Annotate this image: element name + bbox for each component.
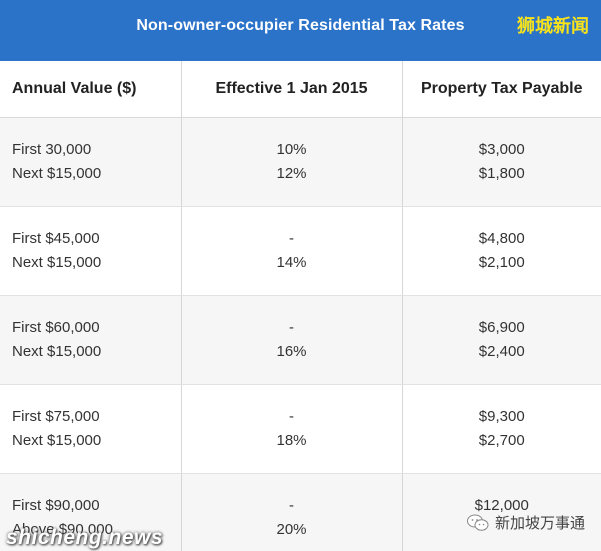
- rate-line: 10%: [276, 141, 307, 158]
- tax-payable-cell: $6,900 $2,400: [401, 295, 601, 385]
- page-title: Non-owner-occupier Residential Tax Rates: [136, 17, 465, 34]
- annual-value-cell: First $45,000 Next $15,000: [0, 206, 181, 296]
- annual-value-line: First $60,000: [12, 319, 100, 336]
- table-row: First $60,000 Next $15,000 - 16% $6,900 …: [0, 295, 601, 385]
- rate-cell: - 16%: [180, 295, 402, 385]
- annual-value-cell: First $90,000 Above $90,000: [0, 473, 181, 551]
- rate-line: -: [289, 497, 294, 514]
- watermark-site: shicheng.news: [6, 526, 164, 549]
- annual-value-line: Next $15,000: [12, 343, 102, 360]
- table-row: First $75,000 Next $15,000 - 18% $9,300 …: [0, 384, 601, 474]
- tax-payable-cell: $3,000 $1,800: [401, 117, 601, 207]
- rate-line: 16%: [276, 343, 307, 360]
- rate-line: 12%: [276, 165, 307, 182]
- tax-line: $2,700: [478, 432, 525, 449]
- watermark-top: 狮城新闻: [517, 16, 589, 37]
- header-tax-payable: Property Tax Payable: [401, 61, 601, 118]
- annual-value-line: First $90,000: [12, 497, 100, 514]
- annual-value-cell: First 30,000 Next $15,000: [0, 117, 181, 207]
- header-annual-value: Annual Value ($): [0, 61, 181, 118]
- tax-line: $2,100: [478, 254, 525, 271]
- annual-value-line: Next $15,000: [12, 432, 102, 449]
- rate-cell: - 20%: [180, 473, 402, 551]
- table-header-row: Annual Value ($) Effective 1 Jan 2015 Pr…: [0, 61, 601, 118]
- tax-line: $12,000: [474, 497, 529, 514]
- header-effective-date: Effective 1 Jan 2015: [180, 61, 402, 118]
- tax-line: $6,900: [478, 319, 525, 336]
- tax-line: $9,300: [478, 408, 525, 425]
- table-row: First 30,000 Next $15,000 10% 12% $3,000…: [0, 117, 601, 207]
- rate-line: -: [289, 408, 294, 425]
- tax-payable-cell: $4,800 $2,100: [401, 206, 601, 296]
- tax-line: $2,400: [478, 343, 525, 360]
- tax-line: $1,800: [478, 165, 525, 182]
- annual-value-cell: First $75,000 Next $15,000: [0, 384, 181, 474]
- table-row: First $45,000 Next $15,000 - 14% $4,800 …: [0, 206, 601, 296]
- rate-cell: 10% 12%: [180, 117, 402, 207]
- annual-value-line: Next $15,000: [12, 254, 102, 271]
- rate-line: -: [289, 319, 294, 336]
- rate-cell: - 18%: [180, 384, 402, 474]
- tax-payable-cell: $12,000: [401, 473, 601, 551]
- wechat-icon: [466, 514, 489, 532]
- rate-line: 18%: [276, 432, 307, 449]
- watermark-account-name: 新加坡万事通: [494, 514, 585, 532]
- annual-value-line: First $45,000: [12, 230, 100, 247]
- rate-cell: - 14%: [180, 206, 402, 296]
- tax-payable-cell: $9,300 $2,700: [401, 384, 601, 474]
- rate-line: -: [289, 230, 294, 247]
- annual-value-line: Above $90,000: [12, 521, 113, 538]
- annual-value-line: First 30,000: [12, 141, 92, 158]
- watermark-account: 新加坡万事通: [466, 512, 585, 533]
- table-row: First $90,000 Above $90,000 - 20% $12,00…: [0, 473, 601, 551]
- tax-line: $4,800: [478, 230, 525, 247]
- rate-line: 14%: [276, 254, 307, 271]
- tax-rates-table: Annual Value ($) Effective 1 Jan 2015 Pr…: [0, 61, 601, 551]
- rate-line: 20%: [276, 521, 307, 538]
- tax-line: $3,000: [478, 141, 525, 158]
- annual-value-cell: First $60,000 Next $15,000: [0, 295, 181, 385]
- annual-value-line: Next $15,000: [12, 165, 102, 182]
- annual-value-line: First $75,000: [12, 408, 100, 425]
- title-bar: Non-owner-occupier Residential Tax Rates…: [0, 0, 601, 61]
